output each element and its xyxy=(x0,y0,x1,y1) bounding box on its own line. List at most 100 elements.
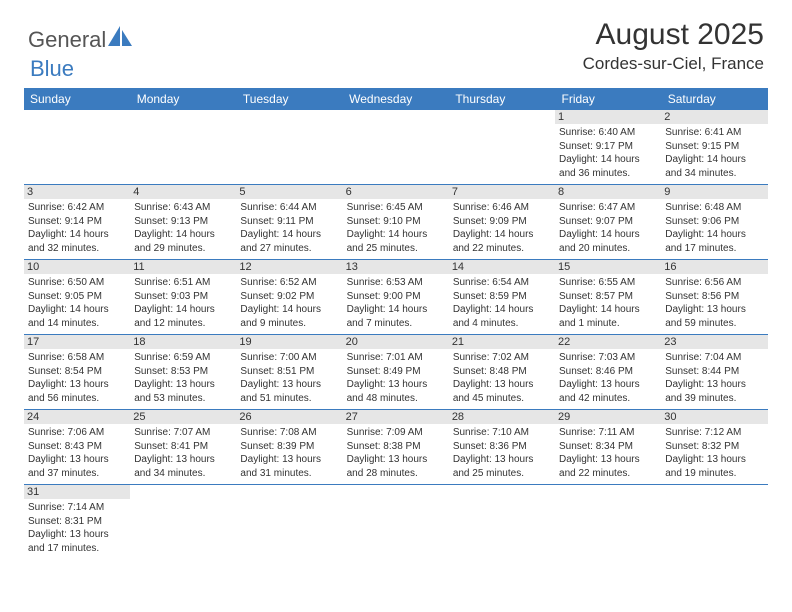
sunset-text: Sunset: 8:54 PM xyxy=(28,365,126,379)
calendar-head: SundayMondayTuesdayWednesdayThursdayFrid… xyxy=(24,88,768,110)
day-info: Sunrise: 7:10 AMSunset: 8:36 PMDaylight:… xyxy=(453,426,551,480)
sunrise-text: Sunrise: 7:02 AM xyxy=(453,351,551,365)
calendar-cell xyxy=(555,485,661,560)
day-number: 30 xyxy=(661,410,767,424)
day-number: 22 xyxy=(555,335,661,349)
daylight-text: Daylight: 13 hours and 59 minutes. xyxy=(665,303,763,330)
daylight-text: Daylight: 13 hours and 45 minutes. xyxy=(453,378,551,405)
calendar-cell: 5 Sunrise: 6:44 AMSunset: 9:11 PMDaylight… xyxy=(236,185,342,260)
calendar-cell xyxy=(236,110,342,185)
weekday-header: Tuesday xyxy=(236,88,342,110)
sunrise-text: Sunrise: 7:01 AM xyxy=(347,351,445,365)
sunrise-text: Sunrise: 6:44 AM xyxy=(240,201,338,215)
header: General August 2025 Cordes-sur-Ciel, Fra… xyxy=(0,0,792,82)
day-number: 31 xyxy=(24,485,130,499)
month-title: August 2025 xyxy=(583,18,764,52)
day-number: 28 xyxy=(449,410,555,424)
day-number: 12 xyxy=(236,260,342,274)
daylight-text: Daylight: 13 hours and 39 minutes. xyxy=(665,378,763,405)
sunrise-text: Sunrise: 6:53 AM xyxy=(347,276,445,290)
sunrise-text: Sunrise: 7:06 AM xyxy=(28,426,126,440)
calendar-cell xyxy=(449,485,555,560)
daylight-text: Daylight: 13 hours and 28 minutes. xyxy=(347,453,445,480)
calendar-cell: 27Sunrise: 7:09 AMSunset: 8:38 PMDayligh… xyxy=(343,410,449,485)
day-number: 16 xyxy=(661,260,767,274)
day-info: Sunrise: 7:06 AMSunset: 8:43 PMDaylight:… xyxy=(28,426,126,480)
calendar-cell: 6Sunrise: 6:45 AMSunset: 9:10 PMDaylight… xyxy=(343,185,449,260)
calendar-cell xyxy=(343,110,449,185)
day-number: 21 xyxy=(449,335,555,349)
logo-sail-icon xyxy=(108,26,134,53)
day-info: Sunrise: 6:53 AMSunset: 9:00 PMDaylight:… xyxy=(347,276,445,330)
sunset-text: Sunset: 8:43 PM xyxy=(28,440,126,454)
weekday-header: Wednesday xyxy=(343,88,449,110)
daylight-text: Daylight: 14 hours and 20 minutes. xyxy=(559,228,657,255)
sunset-text: Sunset: 8:31 PM xyxy=(28,515,126,529)
calendar-cell: 11Sunrise: 6:51 AMSunset: 9:03 PMDayligh… xyxy=(130,260,236,335)
calendar-cell: 3 Sunrise: 6:42 AMSunset: 9:14 PMDaylight… xyxy=(24,185,130,260)
day-info: Sunrise: 7:14 AMSunset: 8:31 PMDaylight:… xyxy=(28,501,126,555)
sunrise-text: Sunrise: 6:41 AM xyxy=(665,126,763,140)
sunrise-text: Sunrise: 6:46 AM xyxy=(453,201,551,215)
sunrise-text: Sunrise: 7:00 AM xyxy=(240,351,338,365)
calendar-cell: 28 Sunrise: 7:10 AMSunset: 8:36 PMDayligh… xyxy=(449,410,555,485)
sunset-text: Sunset: 9:09 PM xyxy=(453,215,551,229)
daylight-text: Daylight: 14 hours and 7 minutes. xyxy=(347,303,445,330)
sunset-text: Sunset: 8:53 PM xyxy=(134,365,232,379)
sunset-text: Sunset: 9:15 PM xyxy=(665,140,763,154)
day-info: Sunrise: 6:54 AMSunset: 8:59 PMDaylight:… xyxy=(453,276,551,330)
calendar-cell: 4Sunrise: 6:43 AMSunset: 9:13 PMDaylight… xyxy=(130,185,236,260)
day-number: 20 xyxy=(343,335,449,349)
sunrise-text: Sunrise: 7:10 AM xyxy=(453,426,551,440)
calendar-cell xyxy=(130,110,236,185)
sunset-text: Sunset: 8:51 PM xyxy=(240,365,338,379)
calendar-table: SundayMondayTuesdayWednesdayThursdayFrid… xyxy=(24,88,768,559)
day-info: Sunrise: 7:07 AMSunset: 8:41 PMDaylight:… xyxy=(134,426,232,480)
weekday-header: Saturday xyxy=(661,88,767,110)
day-info: Sunrise: 7:12 AMSunset: 8:32 PMDaylight:… xyxy=(665,426,763,480)
sunrise-text: Sunrise: 6:51 AM xyxy=(134,276,232,290)
sunrise-text: Sunrise: 7:14 AM xyxy=(28,501,126,515)
sunset-text: Sunset: 9:11 PM xyxy=(240,215,338,229)
calendar-cell: 21Sunrise: 7:02 AMSunset: 8:48 PMDayligh… xyxy=(449,335,555,410)
daylight-text: Daylight: 14 hours and 22 minutes. xyxy=(453,228,551,255)
day-number: 4 xyxy=(130,185,236,199)
sunset-text: Sunset: 8:49 PM xyxy=(347,365,445,379)
daylight-text: Daylight: 13 hours and 22 minutes. xyxy=(559,453,657,480)
day-info: Sunrise: 6:42 AMSunset: 9:14 PMDaylight:… xyxy=(28,201,126,255)
calendar-cell: 30 Sunrise: 7:12 AMSunset: 8:32 PMDayligh… xyxy=(661,410,767,485)
calendar-cell: 9Sunrise: 6:48 AMSunset: 9:06 PMDaylight… xyxy=(661,185,767,260)
calendar-cell: 16Sunrise: 6:56 AMSunset: 8:56 PMDayligh… xyxy=(661,260,767,335)
daylight-text: Daylight: 14 hours and 9 minutes. xyxy=(240,303,338,330)
logo-blue-label: Blue xyxy=(30,56,74,82)
day-number: 5 xyxy=(236,185,342,199)
day-info: Sunrise: 6:59 AMSunset: 8:53 PMDaylight:… xyxy=(134,351,232,405)
calendar-cell: 19Sunrise: 7:00 AMSunset: 8:51 PMDayligh… xyxy=(236,335,342,410)
calendar-week: 3 Sunrise: 6:42 AMSunset: 9:14 PMDaylight… xyxy=(24,185,768,260)
day-number: 8 xyxy=(555,185,661,199)
sunset-text: Sunset: 9:07 PM xyxy=(559,215,657,229)
day-number: 18 xyxy=(130,335,236,349)
daylight-text: Daylight: 14 hours and 36 minutes. xyxy=(559,153,657,180)
day-number: 3 xyxy=(24,185,130,199)
calendar-cell: 7Sunrise: 6:46 AMSunset: 9:09 PMDaylight… xyxy=(449,185,555,260)
logo-blue-text: Blue xyxy=(30,56,74,82)
daylight-text: Daylight: 14 hours and 27 minutes. xyxy=(240,228,338,255)
calendar-cell: 13Sunrise: 6:53 AMSunset: 9:00 PMDayligh… xyxy=(343,260,449,335)
sunrise-text: Sunrise: 6:45 AM xyxy=(347,201,445,215)
sunset-text: Sunset: 8:38 PM xyxy=(347,440,445,454)
daylight-text: Daylight: 14 hours and 29 minutes. xyxy=(134,228,232,255)
calendar-cell: 15Sunrise: 6:55 AMSunset: 8:57 PMDayligh… xyxy=(555,260,661,335)
day-info: Sunrise: 7:09 AMSunset: 8:38 PMDaylight:… xyxy=(347,426,445,480)
day-info: Sunrise: 6:58 AMSunset: 8:54 PMDaylight:… xyxy=(28,351,126,405)
sunset-text: Sunset: 9:02 PM xyxy=(240,290,338,304)
day-number: 11 xyxy=(130,260,236,274)
calendar-cell xyxy=(130,485,236,560)
day-info: Sunrise: 6:41 AMSunset: 9:15 PMDaylight:… xyxy=(665,126,763,180)
sunrise-text: Sunrise: 6:50 AM xyxy=(28,276,126,290)
sunset-text: Sunset: 8:39 PM xyxy=(240,440,338,454)
day-number: 23 xyxy=(661,335,767,349)
sunrise-text: Sunrise: 6:42 AM xyxy=(28,201,126,215)
sunset-text: Sunset: 8:57 PM xyxy=(559,290,657,304)
calendar-cell: 12Sunrise: 6:52 AMSunset: 9:02 PMDayligh… xyxy=(236,260,342,335)
